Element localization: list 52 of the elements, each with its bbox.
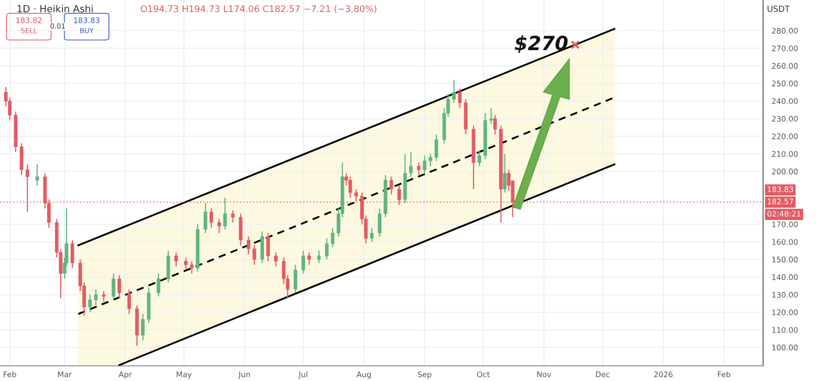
candlestick <box>94 288 98 306</box>
candlestick <box>390 176 394 195</box>
candlestick <box>274 252 278 268</box>
candlestick <box>317 250 321 264</box>
candlestick <box>118 274 122 299</box>
candlestick <box>20 142 24 176</box>
candlestick <box>88 294 92 313</box>
candlestick <box>112 272 116 300</box>
candlestick <box>434 134 438 162</box>
candlestick <box>330 227 334 248</box>
annotation: $270 <box>514 35 568 53</box>
candlestick <box>246 236 250 255</box>
candlestick <box>493 114 497 136</box>
chart-title: 1D · Heikin Ashi <box>18 4 93 12</box>
candlestick <box>70 240 74 269</box>
annotation: O194.73 H194.73 L174.06 C182.57 −7.21 (−3.80%) <box>140 5 376 14</box>
candlestick <box>260 230 264 264</box>
candlestick <box>409 152 413 178</box>
candlestick <box>217 218 221 234</box>
candlestick <box>166 250 170 283</box>
candlestick <box>503 153 507 194</box>
candlestick <box>156 272 160 297</box>
candlestick <box>141 313 145 341</box>
candlestick <box>478 150 482 167</box>
y-axis-title: USDT <box>768 6 790 12</box>
candlestick <box>184 257 188 271</box>
candlestick <box>127 288 131 315</box>
candlestick <box>302 250 306 274</box>
candlestick <box>102 290 106 302</box>
candlestick <box>266 232 270 262</box>
candlestick <box>422 155 426 174</box>
candlestick <box>370 227 374 242</box>
candlestick <box>35 164 39 186</box>
candlestick <box>174 252 178 268</box>
candlestick <box>294 264 298 294</box>
candlestick <box>458 88 462 109</box>
candlestick <box>204 202 208 234</box>
candlestick <box>223 197 227 230</box>
candlestick <box>489 108 493 124</box>
candlestick <box>378 208 382 238</box>
candlestick <box>238 213 242 246</box>
candlestick <box>231 210 235 224</box>
candlestick <box>190 260 194 274</box>
candlestick <box>348 176 352 198</box>
candlestick <box>416 162 421 176</box>
candlestick <box>428 153 432 167</box>
candlestick <box>210 208 214 228</box>
candlestick <box>354 188 358 202</box>
candlestick <box>252 244 256 266</box>
candlestick <box>325 238 329 260</box>
candlestick <box>307 252 311 266</box>
candlestick <box>452 79 456 104</box>
